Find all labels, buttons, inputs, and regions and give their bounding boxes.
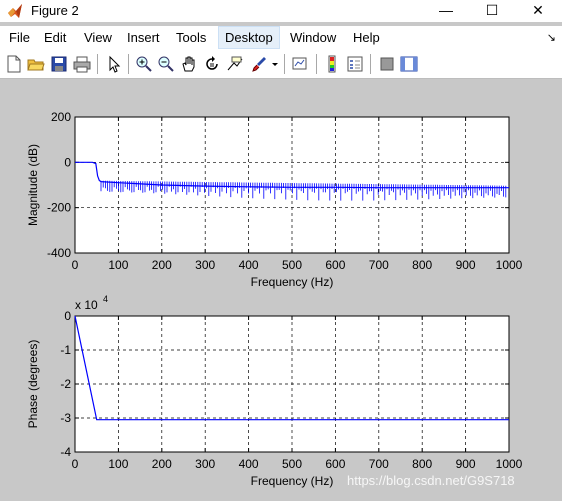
link-plot-icon[interactable]: [291, 55, 309, 73]
maximize-button[interactable]: ☐: [485, 2, 499, 18]
brush-icon[interactable]: [250, 55, 268, 73]
menu-window[interactable]: Window: [290, 30, 337, 45]
dock-icon[interactable]: ↘: [546, 32, 556, 44]
y-tick-label: -4: [60, 445, 71, 459]
zoom-in-icon[interactable]: [135, 55, 153, 73]
y-tick-label: 0: [64, 309, 71, 323]
title-bar[interactable]: Figure 2 — ☐ ✕: [0, 0, 562, 22]
figure-canvas: 0 100 200 300 400 500 600 700 800 900 1000-400-200…: [26, 110, 523, 488]
data-cursor-icon[interactable]: [226, 55, 244, 73]
close-button[interactable]: ✕: [532, 2, 544, 18]
hide-plot-tools-icon[interactable]: [378, 55, 396, 73]
x-tick-label: 200: [152, 457, 172, 471]
print-icon[interactable]: [73, 55, 91, 73]
show-plot-tools-icon[interactable]: [400, 55, 418, 73]
x-tick-label: 1000: [496, 258, 523, 272]
y-tick-label: -3: [60, 411, 71, 425]
x-tick-label: 400: [239, 457, 259, 471]
x-tick-label: 200: [152, 258, 172, 272]
x-tick-label: 0: [72, 258, 79, 272]
zoom-out-icon[interactable]: [157, 55, 175, 73]
series-line: [74, 315, 509, 421]
menu-help[interactable]: Help: [353, 30, 380, 45]
y-tick-label: -2: [60, 377, 71, 391]
y-tick-label: 200: [51, 110, 71, 124]
watermark: https://blog.csdn.net/G9S718: [347, 473, 515, 488]
x-tick-label: 1000: [496, 457, 523, 471]
series-ripple: [100, 180, 507, 201]
y-tick-label: -400: [47, 246, 71, 260]
rotate-3d-icon[interactable]: [203, 55, 221, 73]
menu-desktop[interactable]: Desktop: [218, 26, 280, 49]
x-tick-label: 300: [195, 258, 215, 272]
figure-toolbar: [0, 50, 562, 79]
axis-multiplier-exponent: 4: [103, 294, 108, 304]
x-tick-label: 600: [325, 457, 345, 471]
x-tick-label: 800: [412, 258, 432, 272]
y-axis-label: Magnitude (dB): [26, 144, 40, 226]
menu-view[interactable]: View: [84, 30, 112, 45]
x-tick-label: 700: [369, 457, 389, 471]
edit-plot-arrow-icon[interactable]: [105, 55, 123, 73]
y-tick-label: 0: [64, 155, 71, 169]
insert-colorbar-icon[interactable]: [323, 55, 341, 73]
window-title: Figure 2: [31, 3, 79, 18]
brush-dropdown-icon[interactable]: [270, 55, 280, 73]
menu-edit[interactable]: Edit: [44, 30, 67, 45]
x-tick-label: 100: [108, 258, 128, 272]
x-tick-label: 600: [325, 258, 345, 272]
y-tick-label: -1: [60, 343, 71, 357]
matlab-logo-icon: [8, 4, 22, 18]
pan-hand-icon[interactable]: [180, 55, 198, 73]
x-tick-label: 500: [282, 457, 302, 471]
x-axis-label: Frequency (Hz): [251, 474, 334, 488]
axis-multiplier-label: x 10: [75, 298, 98, 312]
minimize-button[interactable]: —: [439, 2, 453, 18]
x-tick-label: 100: [108, 457, 128, 471]
x-tick-label: 900: [456, 258, 476, 272]
x-tick-label: 700: [369, 258, 389, 272]
menu-bar: File Edit View Insert Tools Desktop Wind…: [0, 26, 562, 50]
open-file-icon[interactable]: [27, 55, 45, 73]
x-tick-label: 300: [195, 457, 215, 471]
new-figure-icon[interactable]: [5, 55, 23, 73]
axes-1: 0 100 200 300 400 500 600 700 800 900 1000 -400 -200…: [26, 110, 523, 289]
y-tick-label: -200: [47, 201, 71, 215]
toolbar-separator: [128, 54, 129, 74]
x-tick-label: 900: [456, 457, 476, 471]
insert-legend-icon[interactable]: [346, 55, 364, 73]
x-tick-label: 800: [412, 457, 432, 471]
x-tick-label: 500: [282, 258, 302, 272]
menu-file[interactable]: File: [9, 30, 30, 45]
menu-insert[interactable]: Insert: [127, 30, 160, 45]
y-axis-label: Phase (degrees): [26, 340, 40, 429]
axes-2: 0 100 200 300 400 500 600 700 800 900 1000 -4 -3 -2 -1…: [26, 294, 523, 488]
x-tick-label: 0: [72, 457, 79, 471]
toolbar-separator: [370, 54, 371, 74]
toolbar-separator: [97, 54, 98, 74]
x-axis-label: Frequency (Hz): [251, 275, 334, 289]
menu-tools[interactable]: Tools: [176, 30, 207, 45]
x-tick-label: 400: [239, 258, 259, 272]
save-icon[interactable]: [50, 55, 68, 73]
toolbar-separator: [284, 54, 285, 74]
toolbar-separator: [316, 54, 317, 74]
